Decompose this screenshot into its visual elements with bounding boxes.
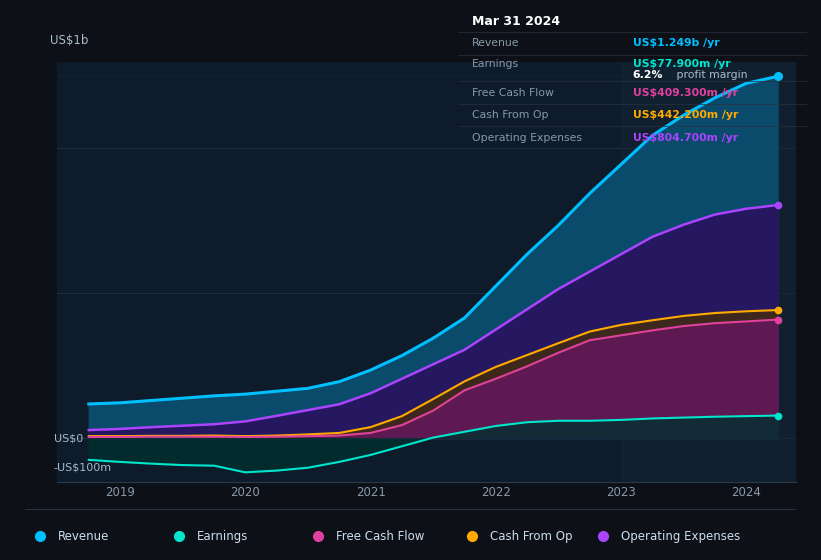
Text: Free Cash Flow: Free Cash Flow bbox=[472, 87, 554, 97]
Text: Revenue: Revenue bbox=[472, 38, 520, 48]
Bar bbox=[621, 62, 796, 482]
Text: Operating Expenses: Operating Expenses bbox=[472, 133, 582, 143]
Text: US$1b: US$1b bbox=[50, 34, 89, 47]
Text: Earnings: Earnings bbox=[197, 530, 248, 543]
Text: Mar 31 2024: Mar 31 2024 bbox=[472, 15, 560, 28]
Text: US$77.900m /yr: US$77.900m /yr bbox=[633, 59, 730, 69]
Text: US$442.200m /yr: US$442.200m /yr bbox=[633, 110, 738, 120]
Text: US$1.249b /yr: US$1.249b /yr bbox=[633, 38, 719, 48]
Text: Operating Expenses: Operating Expenses bbox=[621, 530, 741, 543]
Text: Earnings: Earnings bbox=[472, 59, 519, 69]
Text: -US$100m: -US$100m bbox=[54, 462, 112, 472]
Text: Cash From Op: Cash From Op bbox=[490, 530, 572, 543]
Text: 6.2%: 6.2% bbox=[633, 71, 663, 81]
Text: Free Cash Flow: Free Cash Flow bbox=[336, 530, 424, 543]
Text: US$409.300m /yr: US$409.300m /yr bbox=[633, 87, 738, 97]
Text: profit margin: profit margin bbox=[672, 71, 747, 81]
Text: US$0: US$0 bbox=[54, 433, 83, 443]
Text: Revenue: Revenue bbox=[57, 530, 109, 543]
Text: US$804.700m /yr: US$804.700m /yr bbox=[633, 133, 738, 143]
Text: Cash From Op: Cash From Op bbox=[472, 110, 548, 120]
